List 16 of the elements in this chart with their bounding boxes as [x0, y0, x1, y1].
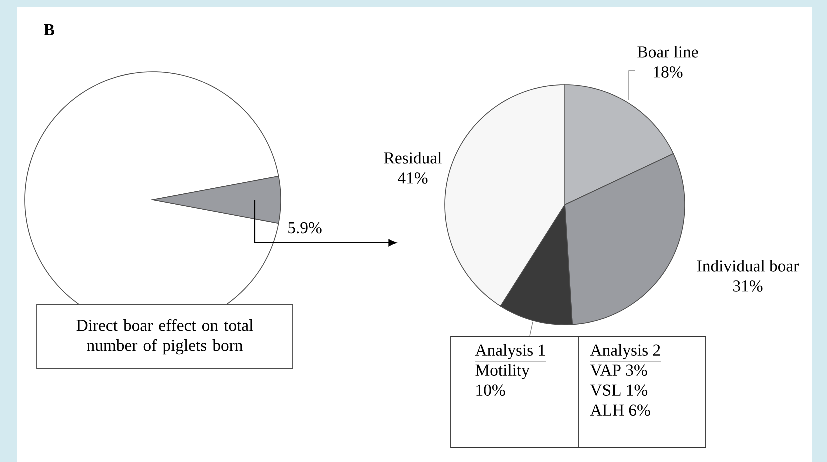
text: ALH 6%: [590, 404, 650, 416]
data-label: 41%: [398, 172, 428, 184]
data-label: 18%: [654, 66, 683, 78]
text: Motility: [476, 364, 530, 380]
text: VAP 3%: [590, 364, 648, 376]
text: VSL 1%: [590, 384, 648, 396]
slice-label: Individual boar: [697, 260, 799, 272]
text: 10%: [476, 384, 506, 396]
slice-label: Residual: [384, 152, 442, 164]
text: B: [44, 24, 54, 36]
data-label: 5.9%: [288, 222, 322, 234]
text: Direct boar effect on total number of piglets born: [76, 319, 254, 355]
text: Analysis 2: [590, 344, 660, 360]
slice-label: Boar line: [638, 46, 698, 58]
text: Analysis 1: [475, 344, 546, 360]
data-label: 31%: [734, 280, 763, 292]
